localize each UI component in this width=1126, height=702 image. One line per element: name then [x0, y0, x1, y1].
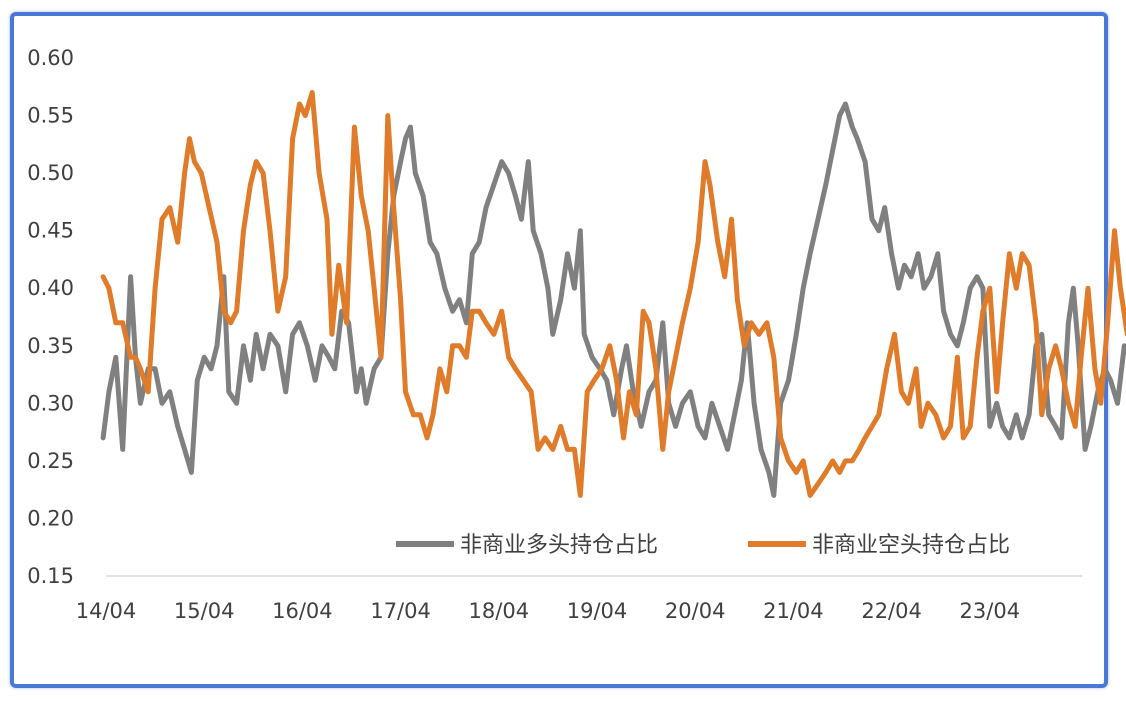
x-tick-label: 16/04: [272, 599, 333, 623]
x-tick-label: 20/04: [665, 599, 726, 623]
x-tick-label: 19/04: [567, 599, 628, 623]
x-tick-label: 17/04: [370, 599, 431, 623]
y-tick-label: 0.40: [27, 276, 74, 300]
series-line-2: [100, 90, 1126, 498]
legend-label: 非商业空头持仓占比: [812, 533, 1010, 558]
x-tick-label: 22/04: [861, 599, 922, 623]
x-axis: 14/04 15/04 16/04 17/04 18/04 19/04 20/04 21/04…: [76, 599, 1020, 623]
x-tick-label: 14/04: [76, 599, 137, 623]
y-tick-label: 0.30: [27, 391, 74, 415]
x-tick-label: 18/04: [469, 599, 530, 623]
y-tick-label: 0.50: [27, 161, 74, 185]
y-tick-label: 0.45: [27, 219, 74, 243]
x-tick-label: 23/04: [960, 599, 1021, 623]
x-tick-label: 21/04: [763, 599, 824, 623]
y-tick-label: 0.15: [27, 564, 74, 588]
y-tick-label: 0.20: [27, 506, 74, 530]
y-axis: 0.60 0.55 0.50 0.45 0.40 0.35 0.30 0.25 0.20 0.15: [27, 46, 74, 588]
y-tick-label: 0.55: [27, 104, 74, 128]
legend: 非商业多头持仓占比 非商业空头持仓占比: [396, 533, 1010, 558]
series-line-1: [100, 101, 1126, 498]
legend-label: 非商业多头持仓占比: [460, 533, 658, 558]
y-tick-label: 0.25: [27, 449, 74, 473]
y-tick-label: 0.60: [27, 46, 74, 70]
y-tick-label: 0.35: [27, 334, 74, 358]
x-tick-label: 15/04: [174, 599, 235, 623]
series-lines: [100, 90, 1126, 498]
